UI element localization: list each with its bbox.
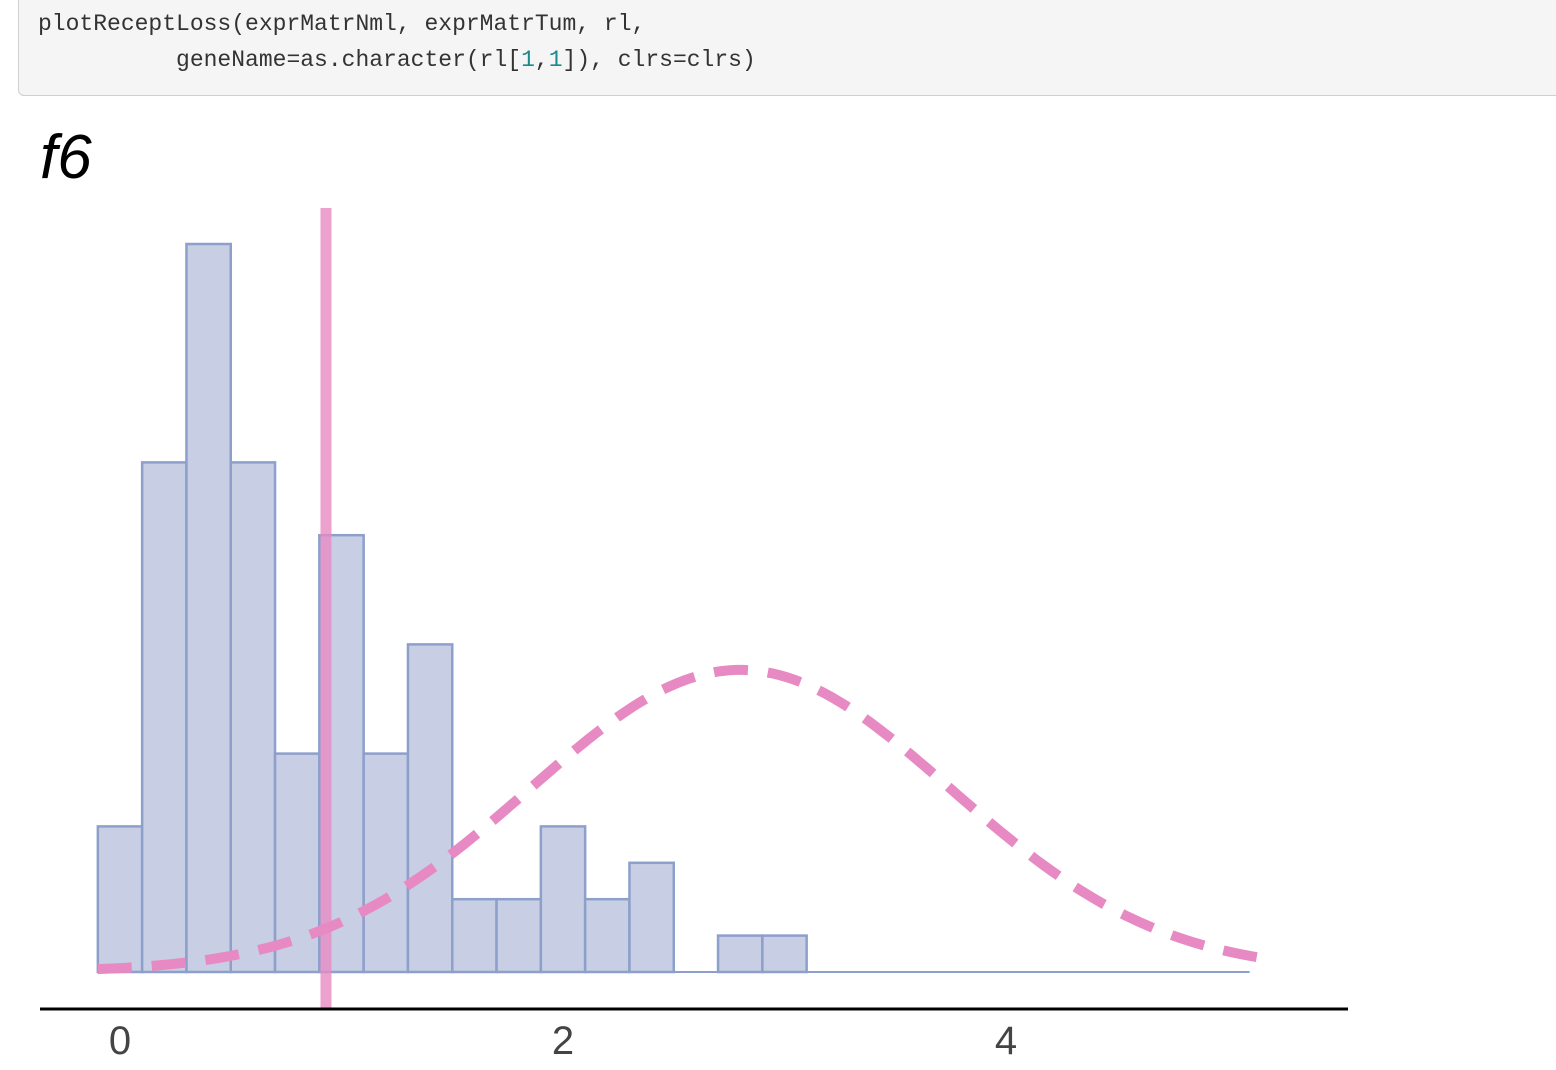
histogram-bar (362, 752, 410, 974)
code-line-2-suffix: ]), clrs=clrs) (562, 47, 756, 73)
histogram-bar (185, 242, 232, 974)
x-tick-label: 2 (552, 1019, 574, 1063)
histogram-bar (583, 897, 631, 974)
bars-layer (96, 242, 808, 974)
histogram-bar (406, 643, 454, 974)
code-line-2-prefix: geneName=as.character(rl[ (38, 47, 522, 73)
code-line-1: plotReceptLoss(exprMatrNml, exprMatrTum,… (38, 10, 645, 38)
histogram-bar (716, 934, 764, 974)
histogram-bar (761, 934, 808, 974)
code-line-2: geneName=as.character(rl[1,1]), clrs=clr… (38, 46, 756, 74)
code-line-2-number-2: 1 (548, 47, 563, 73)
histogram-bar (229, 461, 277, 974)
histogram-bar (96, 825, 144, 974)
code-line-2-comma: , (534, 47, 549, 73)
histogram-bar (628, 861, 676, 974)
code-line-2-number-1: 1 (521, 47, 535, 73)
x-axis-ticks: 0 2 4 (109, 1019, 1017, 1063)
x-tick-label: 4 (995, 1019, 1017, 1063)
code-block (18, 0, 1556, 96)
x-tick-label: 0 (109, 1019, 131, 1063)
histogram-bar (539, 825, 587, 974)
code-line-1-text: plotReceptLoss(exprMatrNml, exprMatrTum,… (38, 11, 646, 37)
histogram-bar (451, 897, 498, 974)
normal-density-curve (97, 664, 1273, 975)
plot-title: f6 (40, 123, 92, 192)
histogram-bar (495, 897, 543, 974)
histogram-bar (140, 461, 188, 974)
